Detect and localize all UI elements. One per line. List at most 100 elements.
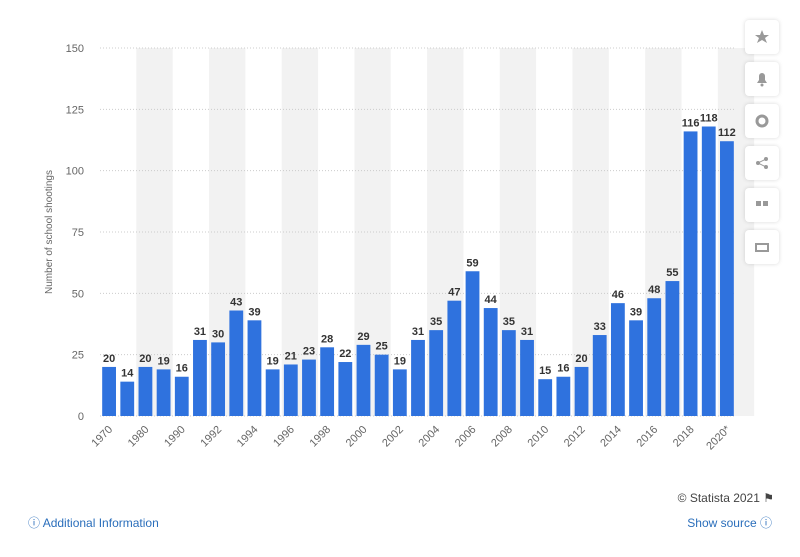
print-button[interactable]: [745, 230, 779, 264]
x-tick-label: 1994: [235, 424, 261, 450]
value-label: 46: [612, 289, 624, 301]
x-tick-label: 1980: [126, 424, 152, 450]
bar: [338, 362, 353, 416]
bar: [283, 364, 298, 416]
bar: [211, 342, 226, 416]
value-label: 44: [485, 294, 498, 306]
value-label: 20: [575, 353, 587, 365]
value-label: 118: [700, 113, 718, 125]
y-axis-label: Number of school shootings: [44, 170, 55, 294]
bar: [356, 344, 371, 416]
bar: [538, 379, 553, 416]
x-tick-label: 1992: [198, 424, 224, 450]
bar: [174, 376, 189, 416]
value-label: 14: [121, 368, 134, 380]
value-label: 30: [212, 328, 224, 340]
value-label: 19: [394, 355, 406, 367]
value-label: 112: [718, 127, 736, 139]
value-label: 21: [285, 350, 297, 362]
bar: [429, 330, 444, 416]
bar: [411, 339, 425, 416]
x-tick-label: 1970: [89, 424, 115, 450]
value-label: 16: [176, 363, 188, 375]
value-label: 35: [503, 316, 515, 328]
bar: [647, 298, 662, 416]
copyright: © Statista 2021 ⚑: [677, 491, 774, 505]
y-tick-label: 125: [66, 104, 84, 116]
share-button[interactable]: [745, 146, 779, 180]
bar: [665, 281, 680, 416]
value-label: 28: [321, 333, 333, 345]
cite-button[interactable]: [745, 188, 779, 222]
y-tick-label: 75: [72, 227, 84, 239]
bar: [138, 366, 153, 416]
value-label: 116: [682, 117, 700, 129]
value-label: 31: [412, 326, 424, 338]
bar: [265, 369, 280, 416]
bar: [483, 308, 498, 416]
background-band: [281, 48, 319, 416]
notify-button[interactable]: [745, 62, 779, 96]
bar: [520, 339, 534, 416]
bar: [501, 330, 516, 416]
bar: [447, 300, 462, 416]
bar: [120, 381, 135, 416]
bar: [374, 354, 389, 416]
bar: [229, 310, 244, 416]
bar: [465, 271, 480, 416]
y-tick-label: 150: [66, 43, 84, 55]
x-tick-label: 2010: [526, 424, 552, 450]
value-label: 39: [630, 306, 642, 318]
x-tick-label: 2014: [598, 424, 624, 450]
bar: [156, 369, 171, 416]
x-tick-label: 2004: [416, 424, 442, 450]
value-label: 47: [448, 287, 460, 299]
bar: [320, 347, 335, 416]
value-label: 25: [376, 341, 388, 353]
bar: [193, 339, 207, 416]
bar: [102, 366, 116, 416]
x-tick-label: 2020*: [704, 423, 733, 452]
bar: [574, 366, 589, 416]
settings-button[interactable]: [745, 104, 779, 138]
value-label: 23: [303, 346, 315, 358]
x-tick-label: 1990: [162, 424, 188, 450]
bar: [629, 320, 643, 416]
x-tick-label: 2018: [671, 424, 697, 450]
value-label: 43: [230, 297, 242, 309]
value-label: 59: [466, 257, 478, 269]
bar: [556, 376, 571, 416]
x-tick-label: 2002: [380, 424, 406, 450]
y-tick-label: 50: [72, 288, 84, 300]
bar: [247, 320, 262, 416]
bar: [701, 126, 716, 417]
value-label: 31: [521, 326, 533, 338]
bar: [720, 141, 734, 416]
value-label: 33: [594, 321, 606, 333]
value-label: 19: [157, 355, 169, 367]
show-source[interactable]: Show source ⓘ: [687, 516, 772, 530]
favorite-button[interactable]: [745, 20, 779, 54]
value-label: 29: [357, 331, 369, 343]
x-tick-label: 2000: [344, 424, 370, 450]
y-tick-label: 100: [66, 166, 84, 178]
bar: [592, 335, 607, 416]
value-label: 20: [139, 353, 151, 365]
additional-info[interactable]: ⓘ Additional Information: [28, 516, 159, 530]
x-tick-label: 1996: [271, 424, 297, 450]
bar: [392, 369, 407, 416]
x-tick-label: 2012: [562, 424, 588, 450]
x-tick-label: 2008: [489, 424, 515, 450]
value-label: 55: [666, 267, 678, 279]
x-tick-label: 2016: [635, 424, 661, 450]
value-label: 22: [339, 348, 351, 360]
bar: [610, 303, 625, 416]
value-label: 20: [103, 353, 115, 365]
value-label: 19: [267, 355, 279, 367]
y-tick-label: 25: [72, 350, 84, 362]
x-tick-label: 1998: [307, 424, 333, 450]
value-label: 31: [194, 326, 206, 338]
bar: [683, 131, 698, 416]
